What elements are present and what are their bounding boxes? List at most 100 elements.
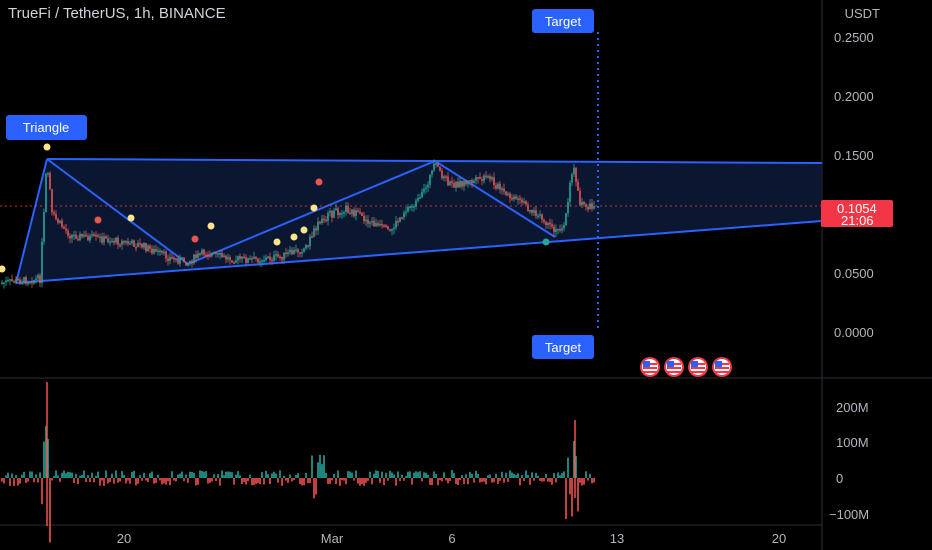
volume-bar <box>101 478 103 481</box>
volume-bar <box>527 475 529 478</box>
candle-body <box>3 282 5 285</box>
volume-bar <box>83 470 85 478</box>
volume-bar <box>457 478 459 486</box>
candle-body <box>545 222 547 226</box>
candle-body <box>239 256 241 259</box>
volume-bar <box>283 475 285 478</box>
candle-body <box>311 236 313 238</box>
volume-bar <box>253 478 255 485</box>
volume-bar <box>553 472 555 478</box>
candle-body <box>297 249 299 253</box>
signal-dot <box>43 143 51 151</box>
candle-body <box>165 251 167 259</box>
candle-body <box>555 229 557 232</box>
volume-bar <box>537 475 539 478</box>
candle-body <box>221 253 223 258</box>
volume-bar <box>549 478 551 482</box>
volume-bar <box>279 470 281 478</box>
volume-bar <box>445 478 447 481</box>
symbol-title[interactable]: TrueFi / TetherUS, 1h, BINANCE <box>8 5 226 22</box>
us-flag-icon[interactable] <box>664 357 684 377</box>
volume-bar <box>375 470 377 478</box>
volume-bar <box>311 455 313 478</box>
volume-bar <box>325 472 327 478</box>
candle-body <box>331 211 333 218</box>
triangle-label[interactable]: Triangle <box>6 115 87 140</box>
target-bottom-label[interactable]: Target <box>532 335 594 359</box>
volume-bar <box>7 472 9 478</box>
candle-body <box>103 236 105 243</box>
volume-bar <box>515 475 517 478</box>
volume-bar <box>337 470 339 478</box>
candle-body <box>163 251 165 254</box>
volume-bar <box>243 478 245 482</box>
volume-bar <box>569 478 571 495</box>
candle-body <box>73 234 75 237</box>
candle-body <box>385 225 387 228</box>
candle-body <box>321 218 323 224</box>
candle-body <box>425 187 427 189</box>
volume-bar <box>105 470 107 478</box>
volume-bar <box>479 478 481 483</box>
candle-body <box>557 229 559 231</box>
candle-body <box>319 221 321 224</box>
target-top-label[interactable]: Target <box>532 9 594 33</box>
volume-bar <box>269 478 271 485</box>
candle-body <box>245 257 247 263</box>
candle-body <box>453 182 455 188</box>
triangle-pattern[interactable] <box>15 158 823 284</box>
volume-bar <box>587 478 589 481</box>
candle-body <box>329 211 331 213</box>
candle-body <box>489 176 491 180</box>
volume-bar <box>73 478 75 484</box>
volume-bar <box>241 478 243 485</box>
volume-bar <box>239 475 241 478</box>
candle-body <box>289 249 291 253</box>
currency-unit: USDT <box>844 6 880 21</box>
volume-bar <box>159 478 161 481</box>
candle-body <box>377 223 379 226</box>
us-flag-icon[interactable] <box>688 357 708 377</box>
candle-body <box>447 176 449 186</box>
candle-body <box>353 209 355 217</box>
volume-bar <box>187 478 189 483</box>
candle-body <box>493 177 495 186</box>
candle-body <box>47 172 49 175</box>
volume-axis[interactable]: 200M 100M 0 −100M <box>829 400 869 522</box>
candle-body <box>507 193 509 196</box>
candle-body <box>31 281 33 284</box>
volume-bar <box>291 478 293 482</box>
volume-bar <box>433 471 435 478</box>
candle-body <box>519 198 521 200</box>
time-tick: 6 <box>448 531 455 546</box>
candle-body <box>99 236 101 239</box>
volume-bar <box>581 478 583 486</box>
volume-tick: 200M <box>836 400 869 415</box>
candle-body <box>19 279 21 284</box>
volume-bar <box>19 478 21 484</box>
candle-body <box>179 258 181 264</box>
volume-bar <box>89 478 91 482</box>
price-tick: 0.1500 <box>834 148 874 163</box>
candle-body <box>65 228 67 231</box>
time-axis[interactable]: 20 Mar 6 13 20 <box>117 531 786 546</box>
volume-bar <box>235 474 237 478</box>
volume-bar <box>449 478 451 482</box>
candle-body <box>295 249 297 251</box>
economic-events[interactable] <box>640 357 732 377</box>
volume-bar <box>185 474 187 478</box>
price-axis[interactable]: 0.2500 0.2000 0.1500 0.0500 0.0000 <box>834 30 874 340</box>
candle-body <box>471 180 473 183</box>
us-flag-icon[interactable] <box>712 357 732 377</box>
candle-body <box>63 226 65 229</box>
volume-bar <box>65 473 67 478</box>
volume-bar <box>473 478 475 483</box>
candle-body <box>475 177 477 181</box>
candle-body <box>231 260 233 263</box>
candle-body <box>209 255 211 258</box>
candle-body <box>479 177 481 180</box>
us-flag-icon[interactable] <box>640 357 660 377</box>
volume-bar <box>21 474 23 478</box>
volume-bar <box>91 472 93 478</box>
